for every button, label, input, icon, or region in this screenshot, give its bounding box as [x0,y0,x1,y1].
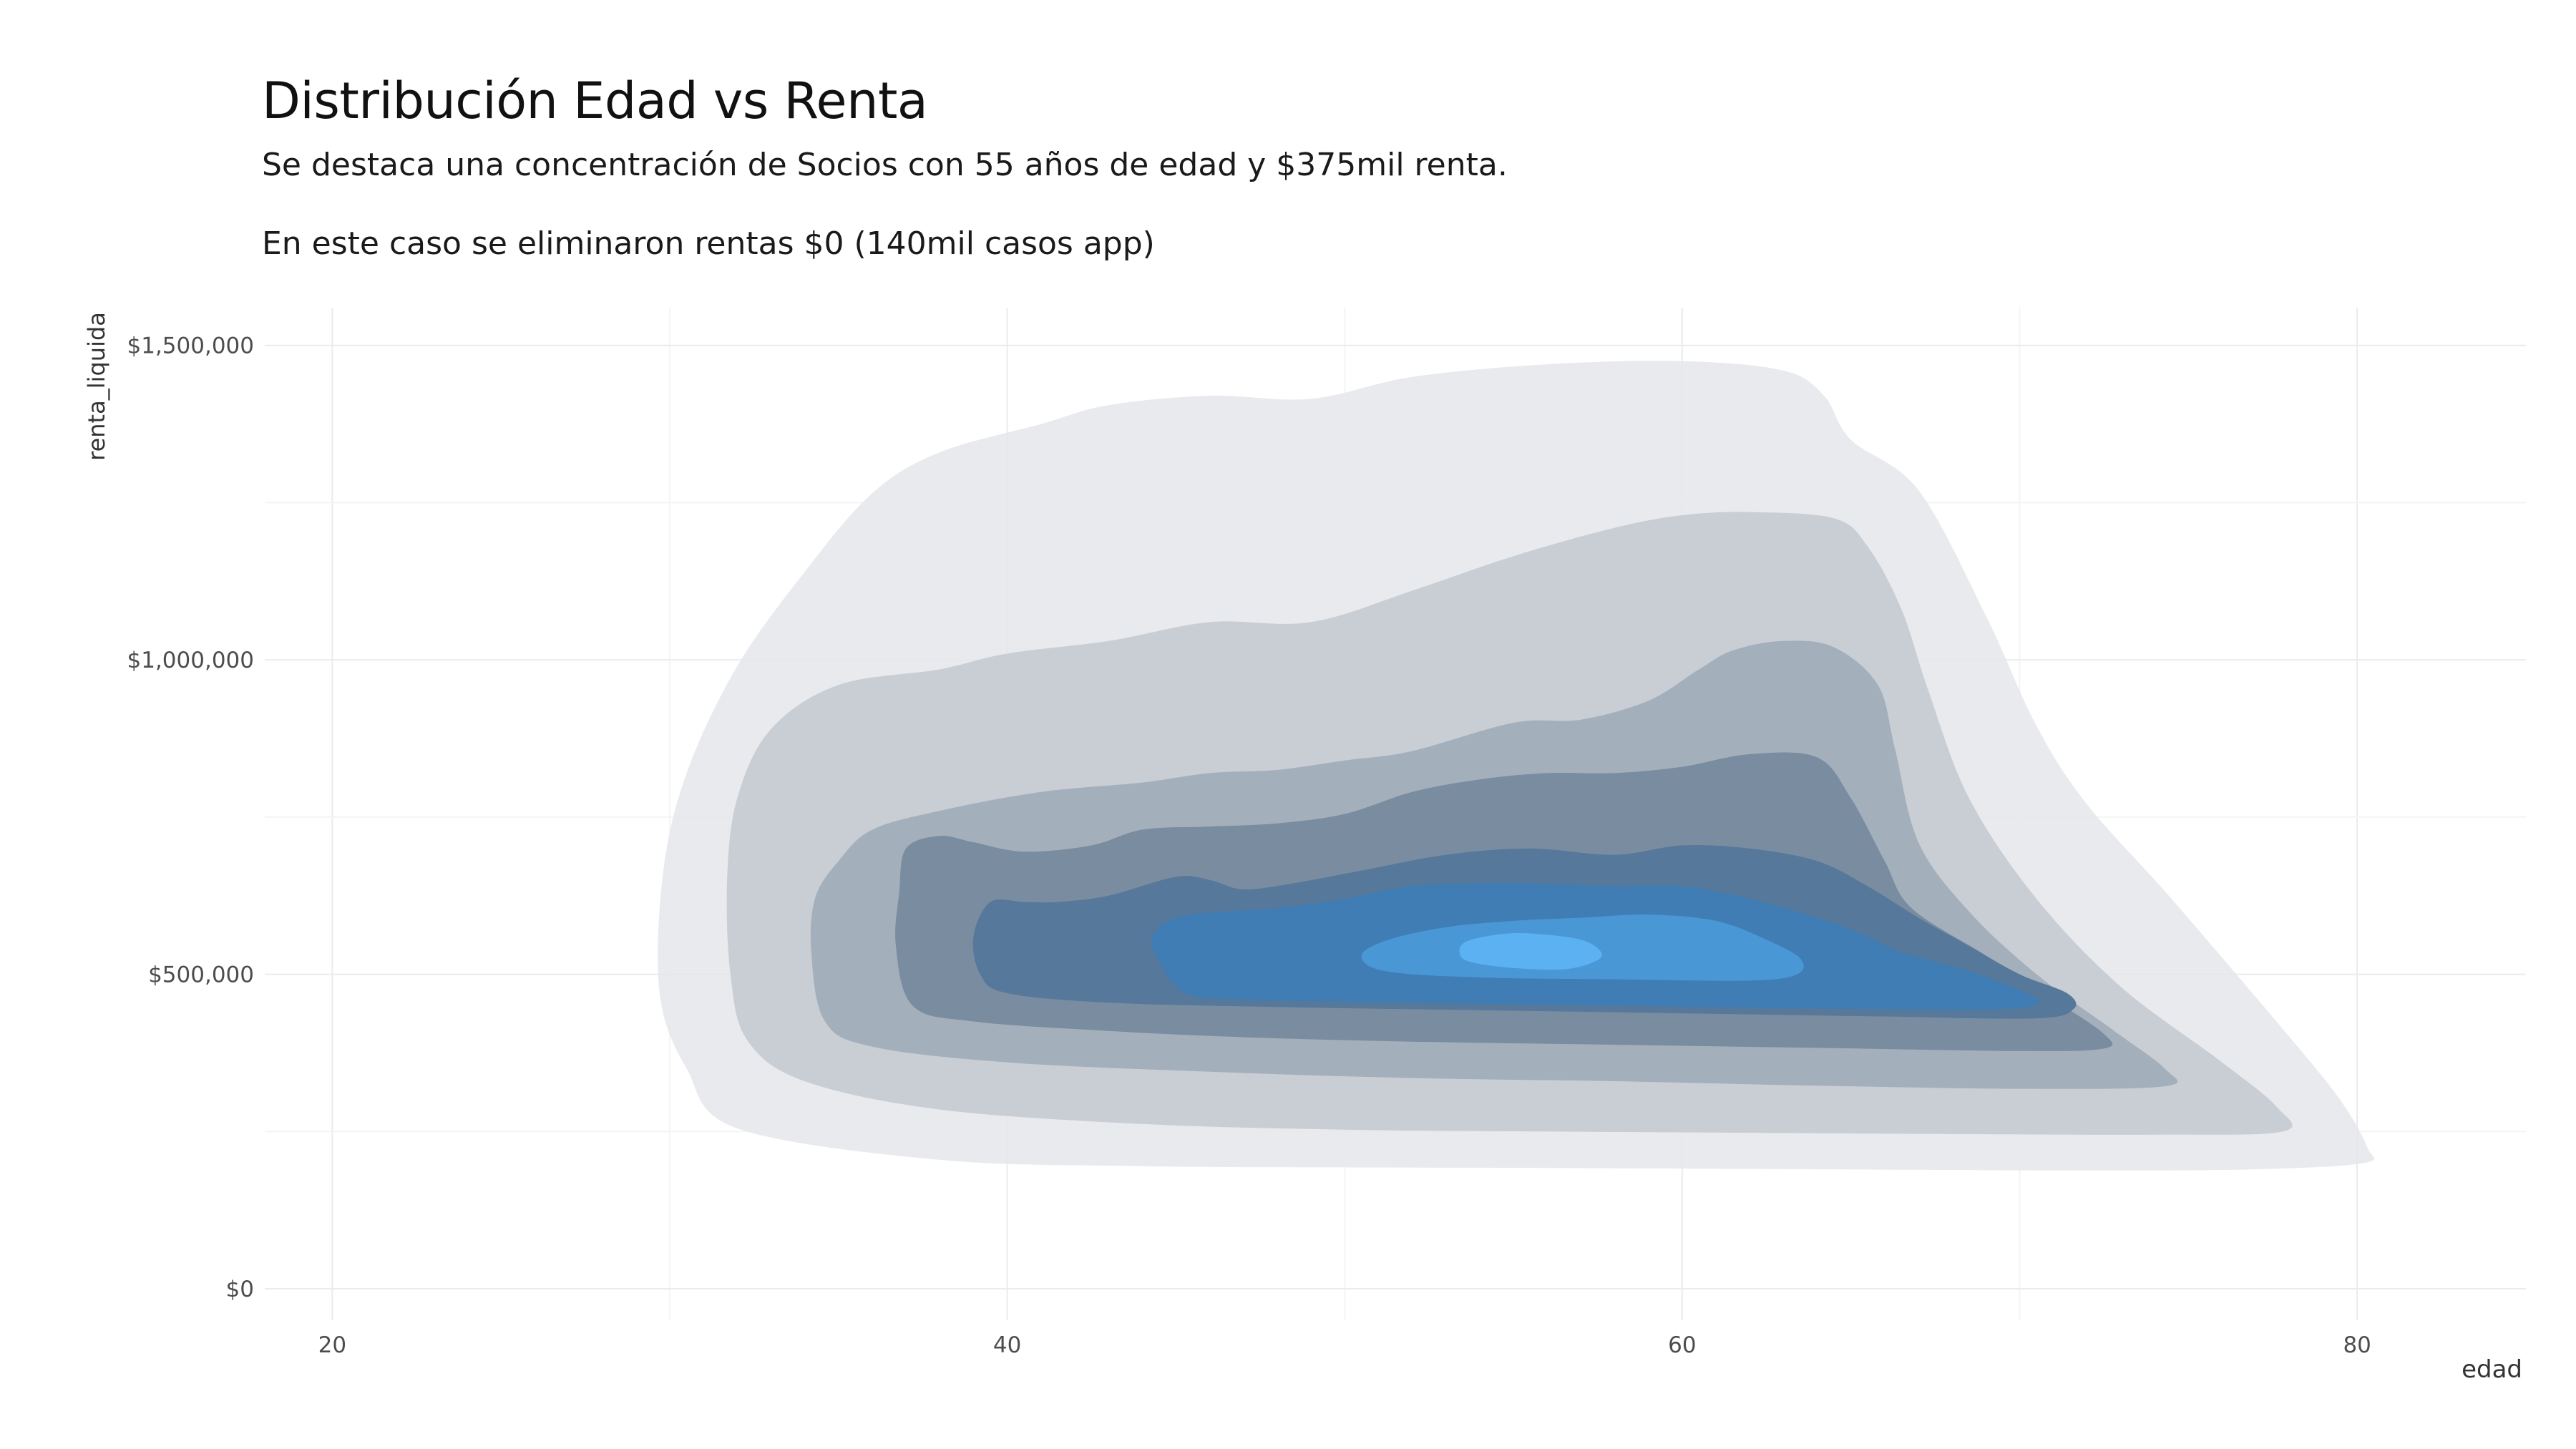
chart-subtitle-line-1: Se destaca una concentración de Socios c… [262,147,1508,183]
chart-title: Distribución Edad vs Renta [262,72,928,130]
x-tick-label: 40 [993,1332,1021,1358]
x-tick-label: 60 [1668,1332,1696,1358]
y-tick-label: $0 [226,1277,254,1302]
x-axis-ticks: 20 40 60 80 [318,1332,2371,1358]
x-tick-label: 80 [2343,1332,2371,1358]
density-contours [658,361,2375,1171]
x-axis-label: edad [2462,1355,2522,1384]
y-tick-label: $1,500,000 [127,333,255,359]
chart-subtitle-line-2: En este caso se eliminaron rentas $0 (14… [262,225,1155,262]
y-axis-ticks: $0 $500,000 $1,000,000 $1,500,000 [127,333,255,1302]
y-axis-label: renta_liquida [83,312,110,461]
x-tick-label: 20 [318,1332,346,1358]
y-tick-label: $1,000,000 [127,648,255,673]
y-tick-label: $500,000 [148,962,254,988]
density-level-8 [1459,932,1602,970]
